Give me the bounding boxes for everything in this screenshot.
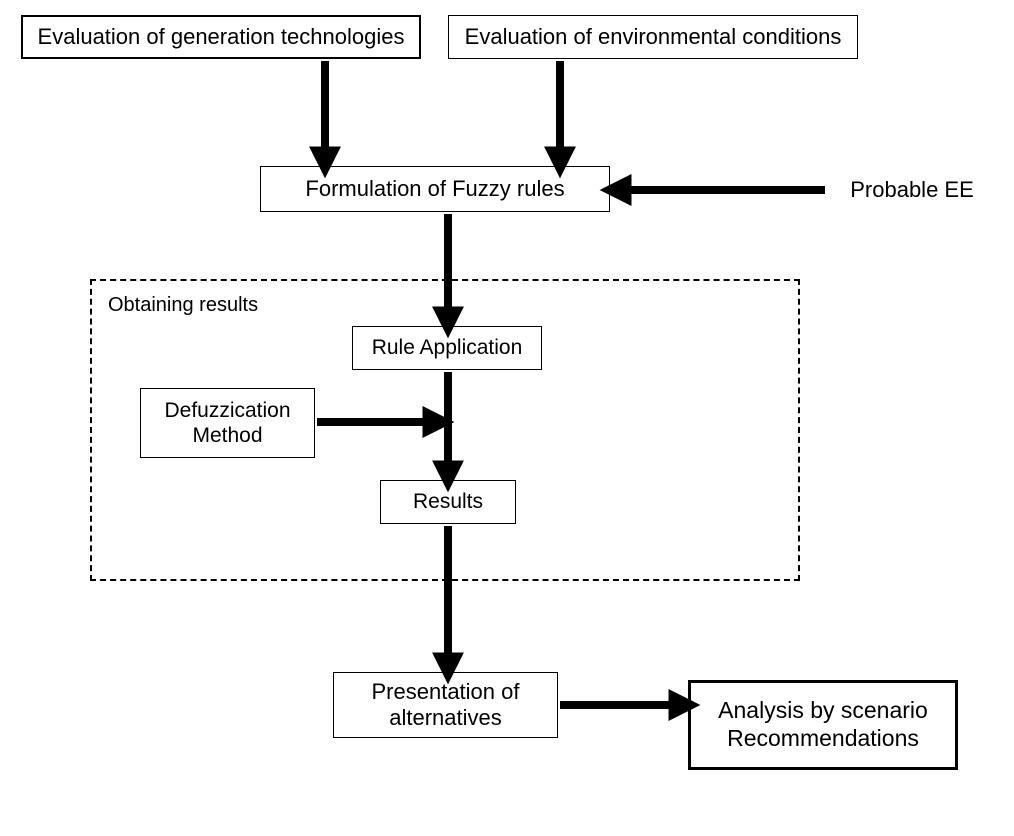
node-eval-gen-label: Evaluation of generation technologies [38, 24, 405, 50]
node-probable-ee-label: Probable EE [850, 177, 974, 203]
node-analysis: Analysis by scenario Recommendations [688, 680, 958, 770]
node-presentation-label: Presentation of alternatives [372, 679, 520, 732]
node-defuzz-label: Defuzzication Method [164, 398, 290, 448]
node-results-label: Results [413, 489, 483, 514]
node-eval-env: Evaluation of environmental conditions [448, 15, 858, 59]
node-defuzz: Defuzzication Method [140, 388, 315, 458]
flowchart-canvas: Obtaining results Evaluation of generati… [0, 0, 1014, 836]
node-eval-gen: Evaluation of generation technologies [21, 15, 421, 59]
node-presentation: Presentation of alternatives [333, 672, 558, 738]
node-probable-ee: Probable EE [832, 170, 992, 210]
node-analysis-label: Analysis by scenario Recommendations [718, 697, 928, 752]
obtaining-results-label: Obtaining results [108, 294, 258, 317]
node-fuzzy: Formulation of Fuzzy rules [260, 166, 610, 212]
node-results: Results [380, 480, 516, 524]
node-fuzzy-label: Formulation of Fuzzy rules [305, 176, 564, 202]
node-eval-env-label: Evaluation of environmental conditions [465, 24, 842, 50]
node-rule-app: Rule Application [352, 326, 542, 370]
node-rule-app-label: Rule Application [372, 335, 523, 360]
